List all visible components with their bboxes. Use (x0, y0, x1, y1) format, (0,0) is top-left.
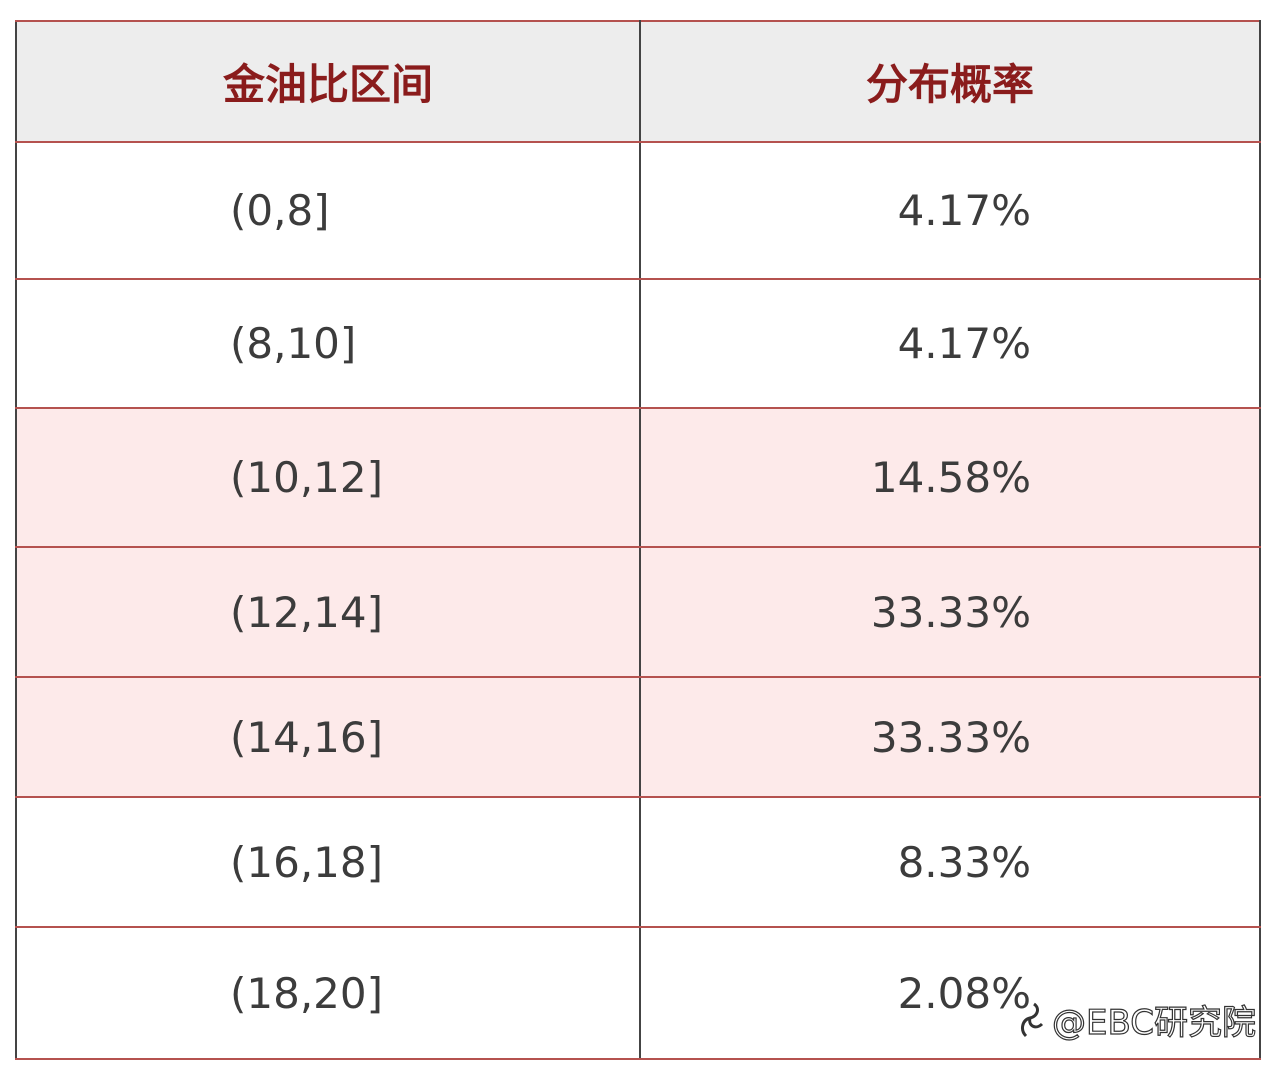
table-row: (18,20] 2.08% (15, 926, 1261, 1060)
cell: 4.17% (639, 278, 1261, 409)
cell: (12,14] (15, 546, 641, 678)
header-cell: 金油比区间 (15, 20, 641, 143)
cell: 2.08% (639, 926, 1261, 1060)
table-row: (14,16] 33.33% (15, 676, 1261, 798)
table-row: (16,18] 8.33% (15, 796, 1261, 928)
cell: 14.58% (639, 407, 1261, 548)
cell: (8,10] (15, 278, 641, 409)
table-row: (10,12] 14.58% (15, 407, 1261, 548)
table-row: (12,14] 33.33% (15, 546, 1261, 678)
cell: (16,18] (15, 796, 641, 928)
cell: (10,12] (15, 407, 641, 548)
data-table: 金油比区间 分布概率 (0,8] 4.17% (8,10] 4.17% (10,… (15, 20, 1261, 1060)
table-row: (8,10] 4.17% (15, 278, 1261, 409)
header-row: 金油比区间 分布概率 (15, 20, 1261, 143)
watermark-text: @EBC研究院 (1051, 1002, 1256, 1043)
header-cell: 分布概率 (639, 20, 1261, 143)
cell: (18,20] (15, 926, 641, 1060)
watermark-logo (1021, 1002, 1044, 1037)
table-row: (0,8] 4.17% (15, 141, 1261, 280)
cell: 33.33% (639, 546, 1261, 678)
cell: 4.17% (639, 141, 1261, 280)
cell: (0,8] (15, 141, 641, 280)
cell: (14,16] (15, 676, 641, 798)
watermark: @EBC研究院 (1016, 995, 1257, 1044)
cell: 33.33% (639, 676, 1261, 798)
cell: 8.33% (639, 796, 1261, 928)
